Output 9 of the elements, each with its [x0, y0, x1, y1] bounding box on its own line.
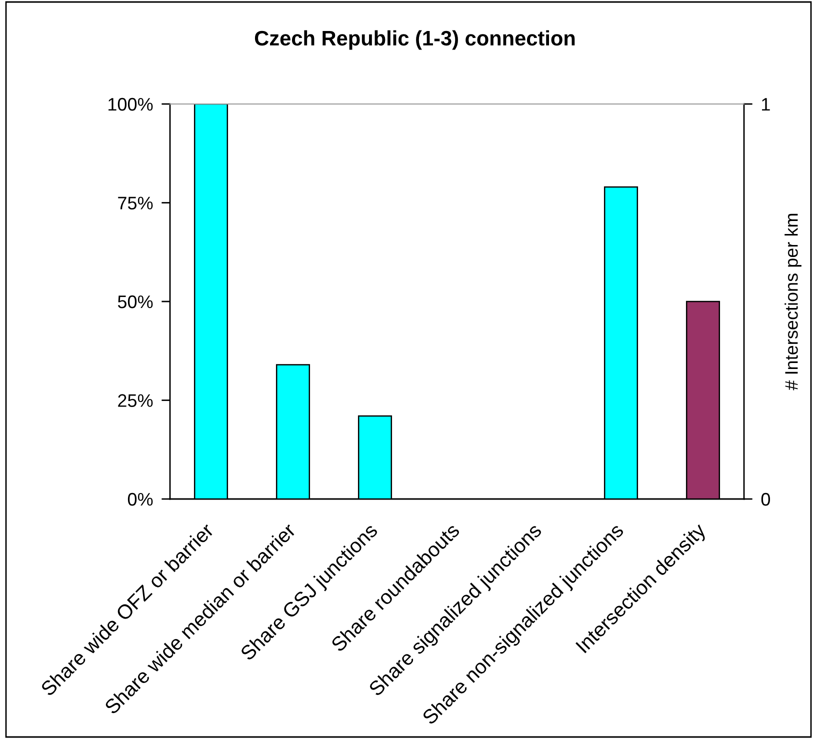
y-tick-label: 50% — [118, 295, 153, 308]
y2-tick-label: 0 — [761, 492, 770, 506]
chart-title: Czech Republic (1-3) connection — [254, 30, 575, 50]
y-tick-label: 75% — [118, 196, 153, 210]
y2-axis-title: # Intersections per km — [784, 214, 802, 390]
y-tick-label: 0% — [128, 492, 153, 506]
y-tick-label: 25% — [118, 394, 153, 407]
y2-tick-label: 1 — [762, 98, 770, 111]
y-tick-label: 100% — [108, 98, 153, 111]
